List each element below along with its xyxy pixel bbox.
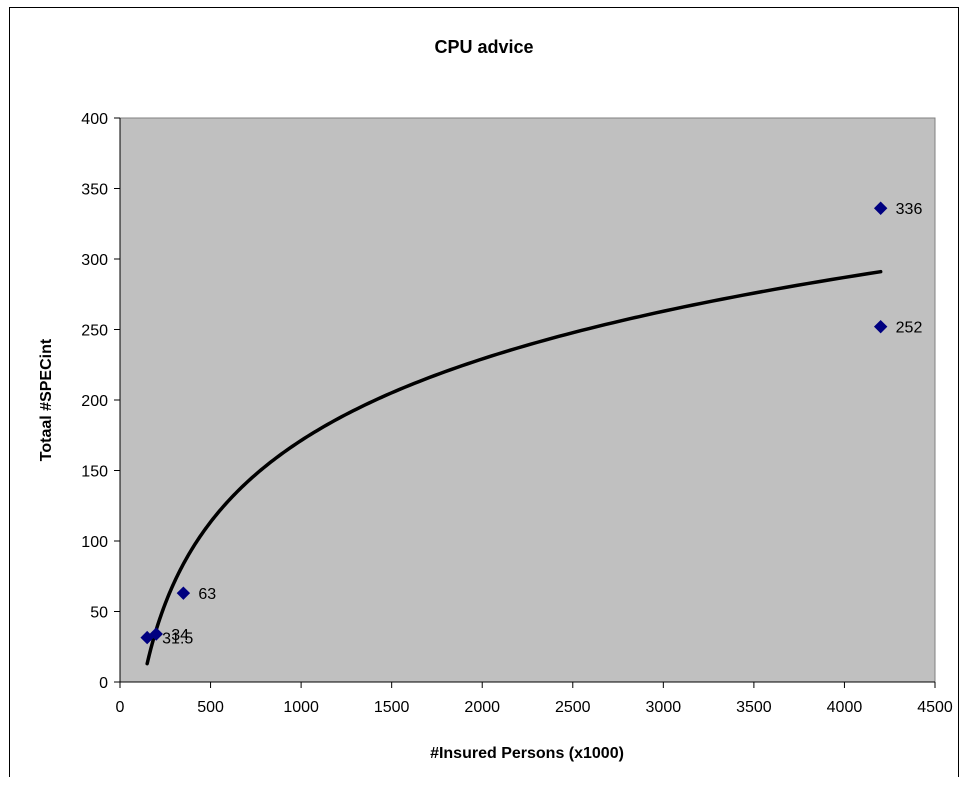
x-tick-label: 0 <box>116 699 125 716</box>
y-axis-title: Totaal #SPECint <box>38 338 55 461</box>
x-tick-label: 1000 <box>283 699 319 716</box>
log-trendline <box>145 269 883 666</box>
data-label: 252 <box>896 320 923 337</box>
y-tick-label: 0 <box>99 675 108 692</box>
x-axis-ticks: 0 500 1000 1500 2000 2500 3000 3500 4000 4500 <box>116 682 953 716</box>
chart-title: CPU advice <box>434 37 533 57</box>
data-point-diamond <box>176 586 191 600</box>
data-point-diamond <box>873 319 888 334</box>
y-tick-label: 250 <box>81 323 108 340</box>
y-tick-label: 50 <box>90 605 108 622</box>
data-labels: 31.534 63 336 252 <box>162 201 922 647</box>
data-label: 63 <box>198 586 216 603</box>
y-tick-label: 300 <box>81 252 108 269</box>
y-tick-label: 400 <box>81 111 108 128</box>
x-tick-label: 2000 <box>464 699 500 716</box>
x-tick-label: 4500 <box>917 699 953 716</box>
x-tick-label: 500 <box>197 699 224 716</box>
y-axis-ticks: 0 50 100 150 200 250 300 350 400 <box>81 111 120 692</box>
x-axis-title: #Insured Persons (x1000) <box>430 745 624 762</box>
trendline-group <box>145 269 883 666</box>
data-point-diamond <box>149 627 163 641</box>
y-tick-label: 100 <box>81 534 108 551</box>
data-label: 336 <box>896 201 923 218</box>
y-tick-label: 350 <box>81 182 108 199</box>
x-tick-label: 3500 <box>736 699 772 716</box>
x-tick-label: 3000 <box>646 699 682 716</box>
y-tick-label: 200 <box>81 393 108 410</box>
data-label: 34 <box>171 627 189 644</box>
x-tick-label: 2500 <box>555 699 591 716</box>
plot-area <box>119 117 936 683</box>
data-point-diamond <box>873 201 888 215</box>
y-tick-label: 150 <box>81 464 108 481</box>
x-tick-label: 1500 <box>374 699 410 716</box>
data-label: 31.5 <box>162 631 193 648</box>
data-points <box>140 201 888 645</box>
x-tick-label: 4000 <box>827 699 863 716</box>
